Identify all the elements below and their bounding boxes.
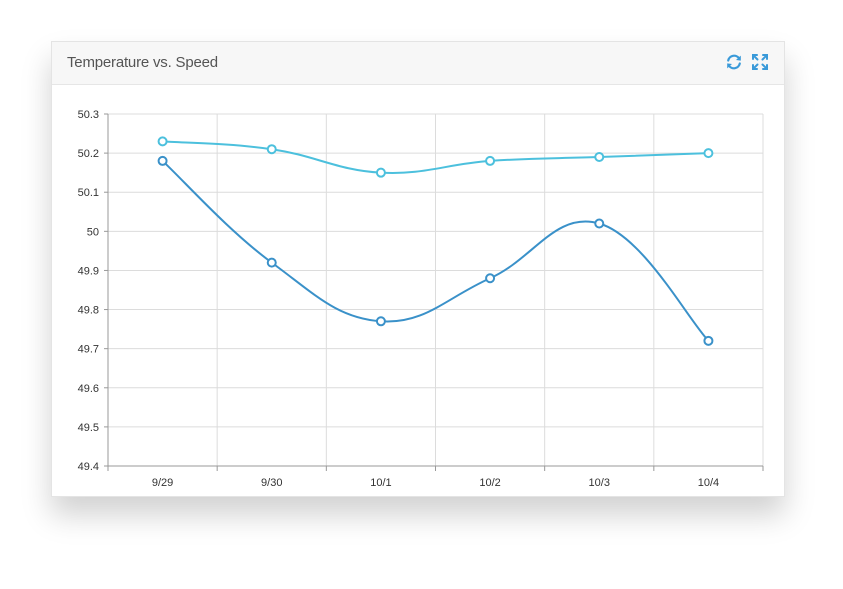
data-point-series-2[interactable] [375, 316, 386, 327]
y-tick-label: 49.7 [78, 344, 99, 356]
chart-panel: Temperature vs. Speed [51, 41, 785, 497]
data-point-series-1[interactable] [485, 155, 496, 166]
x-tick-label: 10/1 [370, 477, 391, 489]
expand-icon[interactable] [750, 52, 770, 72]
line-chart: 49.4 49.5 49.6 49.7 49.8 49.9 50 50.1 50.2 50.3 9/… [78, 109, 764, 489]
y-tick-label: 49.9 [78, 265, 99, 277]
data-point-series-2[interactable] [266, 257, 277, 268]
data-point-series-1[interactable] [375, 167, 386, 178]
series-line-2 [161, 160, 710, 342]
data-point-series-2[interactable] [157, 155, 168, 166]
data-point-series-1[interactable] [157, 136, 168, 147]
refresh-icon[interactable] [724, 52, 744, 72]
data-point-series-2[interactable] [594, 218, 605, 229]
y-tick-label: 49.4 [78, 461, 99, 473]
data-point-series-1[interactable] [594, 152, 605, 163]
x-tick-label: 10/4 [698, 477, 719, 489]
y-tick-label: 50.1 [78, 187, 99, 199]
series [157, 136, 714, 346]
y-tick-label: 49.8 [78, 305, 99, 317]
x-tick-label: 9/30 [261, 477, 282, 489]
y-tick-label: 49.6 [78, 383, 99, 395]
panel-title: Temperature vs. Speed [67, 54, 218, 71]
panel-header: Temperature vs. Speed [52, 42, 784, 85]
x-tick-label: 10/3 [589, 477, 610, 489]
axes: 49.4 49.5 49.6 49.7 49.8 49.9 50 50.1 50.2 50.3 9/… [78, 109, 764, 489]
y-tick-label: 50 [87, 226, 99, 238]
series-line-1 [162, 140, 709, 174]
x-tick-label: 9/29 [152, 477, 173, 489]
y-tick-label: 50.3 [78, 109, 99, 121]
data-point-series-1[interactable] [266, 144, 277, 155]
data-point-series-2[interactable] [485, 273, 496, 284]
data-point-series-1[interactable] [703, 148, 714, 159]
y-tick-label: 50.2 [78, 148, 99, 160]
x-tick-label: 10/2 [479, 477, 500, 489]
grid [107, 113, 764, 467]
data-point-series-2[interactable] [703, 335, 714, 346]
y-tick-label: 49.5 [78, 422, 99, 434]
panel-tools [724, 52, 770, 72]
